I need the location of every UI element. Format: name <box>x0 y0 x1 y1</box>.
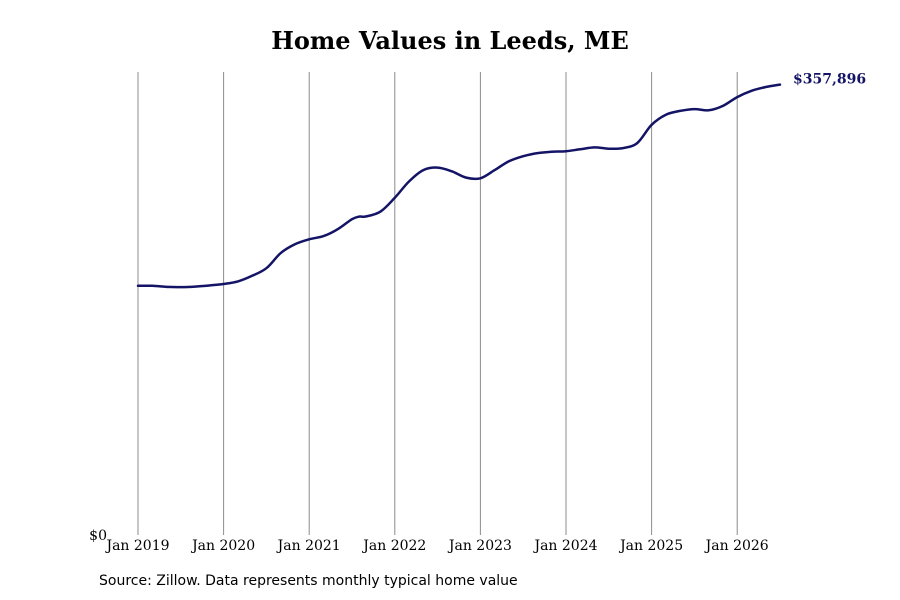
x-tick-label: Jan 2025 <box>618 538 683 554</box>
y-axis-tick-label: $0 <box>89 528 107 544</box>
x-axis-ticks: Jan 2019 Jan 2020 Jan 2021 Jan 2022 Jan 2023… <box>104 538 768 554</box>
series-layer <box>136 83 782 289</box>
x-tick-label: Jan 2023 <box>447 538 512 554</box>
x-tick-label: Jan 2020 <box>190 538 255 554</box>
x-tick-label: Jan 2022 <box>361 538 426 554</box>
chart-title: Home Values in Leeds, ME <box>271 26 629 55</box>
x-tick-label: Jan 2026 <box>704 538 769 554</box>
home-value-line <box>136 83 782 289</box>
source-note: Source: Zillow. Data represents monthly … <box>99 573 518 589</box>
x-tick-label: Jan 2021 <box>276 538 341 554</box>
end-value-label: $357,896 <box>793 72 866 88</box>
x-tick-label: Jan 2024 <box>532 538 597 554</box>
x-tick-label: Jan 2019 <box>104 538 169 554</box>
gridlines <box>137 72 738 535</box>
